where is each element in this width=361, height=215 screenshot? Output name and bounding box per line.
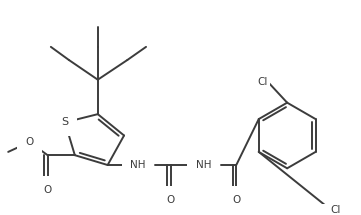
Text: NH: NH (130, 160, 145, 170)
Text: O: O (43, 185, 52, 195)
Text: S: S (61, 117, 69, 127)
Text: O: O (25, 137, 34, 147)
Text: O: O (166, 195, 175, 204)
Text: NH: NH (196, 160, 211, 170)
Text: Cl: Cl (330, 205, 341, 215)
Text: Cl: Cl (257, 77, 268, 87)
Text: O: O (232, 195, 240, 204)
